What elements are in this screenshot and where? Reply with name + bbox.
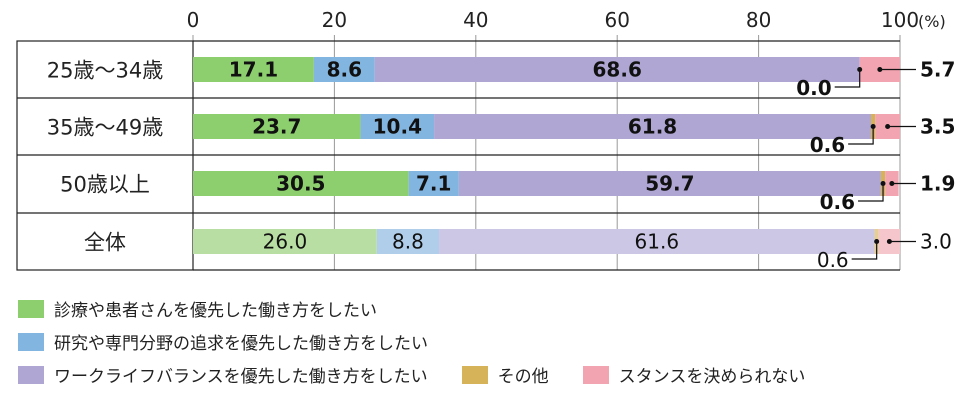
data-label: 8.8 xyxy=(392,230,424,254)
bar-segment xyxy=(434,114,872,139)
data-label: 17.1 xyxy=(229,58,278,82)
legend-label: その他 xyxy=(497,367,549,387)
bar-segment xyxy=(193,171,409,196)
data-label: 68.6 xyxy=(593,58,642,82)
x-tick-label: 40 xyxy=(463,8,488,32)
data-label: 0.0 xyxy=(796,76,831,100)
bar-segment xyxy=(408,171,459,196)
legend-item-work-life-balance: ワークライフバランスを優先した働き方をしたい xyxy=(18,362,428,387)
unit-label: (%) xyxy=(918,12,946,31)
bars xyxy=(193,57,900,254)
legend-label: ワークライフバランスを優先した働き方をしたい xyxy=(54,367,428,387)
bar-segment xyxy=(313,57,375,82)
data-label: 26.0 xyxy=(263,230,308,254)
x-tick-label: 20 xyxy=(322,8,347,32)
legend-swatch xyxy=(582,365,609,384)
bar-segment xyxy=(374,57,860,82)
data-label: 59.7 xyxy=(645,172,694,196)
legend-swatch xyxy=(18,332,44,351)
legend-item-patient-care: 診療や患者さんを優先した働き方をしたい xyxy=(18,296,377,321)
data-label: 5.7 xyxy=(920,58,955,82)
data-label: 0.6 xyxy=(820,190,855,214)
data-label: 7.1 xyxy=(416,172,451,196)
x-tick-labels: 0 20 40 60 80 100(%) xyxy=(187,8,946,32)
x-tick-label: 80 xyxy=(746,8,771,32)
data-labels: 17.1 8.6 68.6 0.0 5.7 23.7 10.4 61.8 0.6 3.5 30.5 7… xyxy=(229,58,956,273)
callout-line xyxy=(848,126,874,145)
data-label: 61.6 xyxy=(635,230,680,254)
data-label: 3.0 xyxy=(920,230,952,254)
legend-swatch xyxy=(461,365,488,384)
legend-item-research: 研究や専門分野の追求を優先した働き方をしたい xyxy=(18,329,428,354)
x-tick-label: 100 xyxy=(881,8,919,32)
legend-item-undecided: スタンスを決められない xyxy=(582,362,806,387)
data-label: 8.6 xyxy=(327,58,362,82)
bar-segment xyxy=(458,171,881,196)
category-label: 35歳～49歳 xyxy=(47,116,163,140)
x-tick-label: 60 xyxy=(604,8,629,32)
bar-segment xyxy=(376,229,440,254)
data-label: 0.6 xyxy=(817,248,849,272)
category-label: 50歳以上 xyxy=(60,173,150,197)
legend-swatch xyxy=(18,365,44,384)
data-label: 30.5 xyxy=(276,172,325,196)
legend-label: スタンスを決められない xyxy=(618,367,806,387)
legend-item-other: その他 xyxy=(461,362,549,387)
bar-segment xyxy=(360,114,435,139)
callout-line xyxy=(858,183,884,202)
data-label: 3.5 xyxy=(920,115,955,139)
callout-line xyxy=(834,69,861,88)
data-label: 0.6 xyxy=(810,133,845,157)
category-label: 全体 xyxy=(84,231,126,255)
legend-row-2: 研究や専門分野の追求を優先した働き方をしたい xyxy=(18,329,462,354)
data-label: 23.7 xyxy=(252,115,301,139)
x-tick-label: 0 xyxy=(187,8,200,32)
data-label: 10.4 xyxy=(373,115,422,139)
callout-line xyxy=(851,241,878,260)
legend-swatch xyxy=(18,299,44,318)
bar-segment xyxy=(193,57,314,82)
legend-label: 研究や専門分野の追求を優先した働き方をしたい xyxy=(54,334,428,354)
legend-row-1: 診療や患者さんを優先した働き方をしたい xyxy=(18,296,411,321)
legend-label: 診療や患者さんを優先した働き方をしたい xyxy=(54,301,377,321)
bar-segment xyxy=(193,114,361,139)
data-label: 1.9 xyxy=(920,172,955,196)
legend-row-3: ワークライフバランスを優先した働き方をしたい その他 スタンスを決められない xyxy=(18,362,839,387)
bar-segment xyxy=(439,229,875,254)
category-label: 25歳～34歳 xyxy=(47,59,163,83)
bar-segment xyxy=(193,229,377,254)
data-label: 61.8 xyxy=(628,115,677,139)
